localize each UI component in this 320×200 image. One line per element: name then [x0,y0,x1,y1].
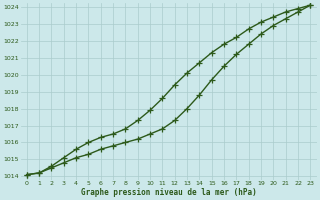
X-axis label: Graphe pression niveau de la mer (hPa): Graphe pression niveau de la mer (hPa) [81,188,256,197]
